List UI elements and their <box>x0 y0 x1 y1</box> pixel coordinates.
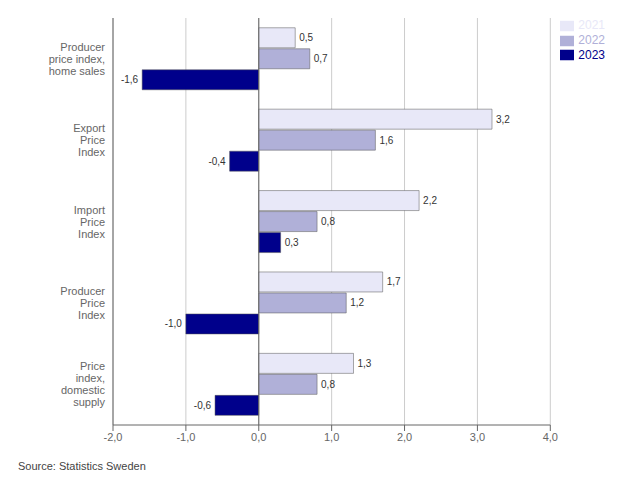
svg-text:ExportPriceIndex: ExportPriceIndex <box>73 122 105 158</box>
svg-text:ProducerPriceIndex: ProducerPriceIndex <box>60 285 105 321</box>
svg-text:Producerprice index,home sales: Producerprice index,home sales <box>49 41 106 77</box>
svg-text:0,7: 0,7 <box>314 53 328 64</box>
svg-text:1,3: 1,3 <box>358 358 372 369</box>
svg-text:1,6: 1,6 <box>379 135 393 146</box>
svg-text:Priceindex,domesticsupply: Priceindex,domesticsupply <box>61 360 106 408</box>
svg-text:-1,0: -1,0 <box>176 431 195 443</box>
svg-text:0,3: 0,3 <box>285 237 299 248</box>
svg-text:3,0: 3,0 <box>470 431 485 443</box>
html-text:2021: 2021 <box>578 18 605 32</box>
html-text:2022: 2022 <box>578 32 605 47</box>
svg-text:0,5: 0,5 <box>299 32 313 43</box>
svg-text:1,7: 1,7 <box>387 276 401 287</box>
svg-text:ImportPriceIndex: ImportPriceIndex <box>74 204 106 240</box>
svg-text:-0,4: -0,4 <box>208 156 226 167</box>
svg-text:1,2: 1,2 <box>350 297 364 308</box>
svg-text:-1,0: -1,0 <box>165 318 183 329</box>
svg-text:0,8: 0,8 <box>321 379 335 390</box>
svg-text:-1,6: -1,6 <box>121 74 139 85</box>
svg-text:2,0: 2,0 <box>397 431 412 443</box>
svg-text:0,0: 0,0 <box>251 431 266 443</box>
html-text:Source: Statistics Sweden: Source: Statistics Sweden <box>18 460 146 472</box>
svg-text:0,8: 0,8 <box>321 216 335 227</box>
html-text:2023: 2023 <box>578 47 605 62</box>
svg-text:3,2: 3,2 <box>496 114 510 125</box>
svg-text:-0,6: -0,6 <box>194 400 212 411</box>
svg-text:-2,0: -2,0 <box>104 431 123 443</box>
svg-text:1,0: 1,0 <box>324 431 339 443</box>
svg-text:2,2: 2,2 <box>423 195 437 206</box>
svg-text:4,0: 4,0 <box>543 431 558 443</box>
